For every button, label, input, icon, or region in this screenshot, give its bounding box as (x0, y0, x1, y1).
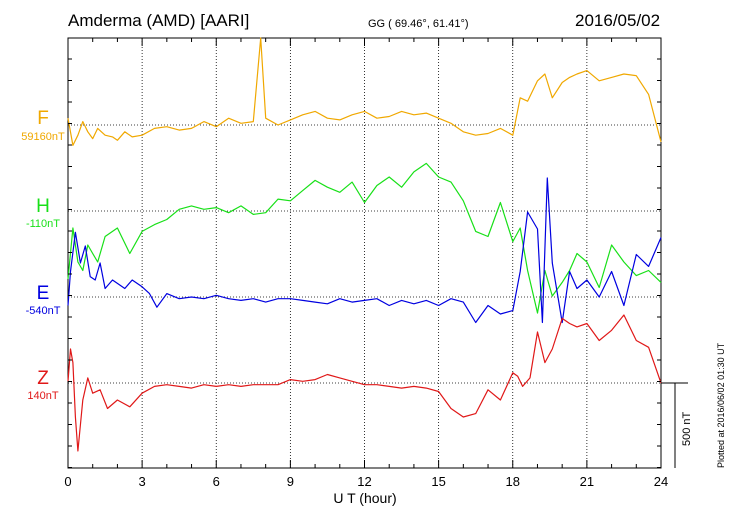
chart-title: Amderma (AMD) [AARI] (68, 11, 250, 30)
series-lines (67, 37, 662, 452)
series-label-h: H (36, 196, 50, 217)
x-tick-label: 21 (580, 474, 594, 489)
grid-lines (68, 38, 661, 468)
series-line-e (67, 177, 662, 324)
x-axis-label: U T (hour) (333, 490, 396, 506)
series-line-f (67, 37, 662, 146)
x-axis-ticks: 0 3 6 9 12 15 18 21 24 (64, 38, 668, 489)
x-tick-label: 9 (287, 474, 294, 489)
x-tick-label: 24 (654, 474, 668, 489)
series-baseline-e: -540nT (25, 305, 61, 317)
series-baseline-z: 140nT (27, 390, 59, 402)
geo-coordinates: GG ( 69.46°, 61.41°) (368, 18, 469, 30)
series-baseline-f: 59160nT (21, 131, 65, 143)
series-line-h (67, 162, 662, 314)
x-tick-label: 12 (357, 474, 371, 489)
plot-frame (67, 37, 662, 469)
series-label-e: E (36, 283, 50, 304)
series-label-f: F (37, 108, 49, 129)
series-label-z: Z (37, 368, 49, 389)
x-tick-label: 3 (139, 474, 146, 489)
chart-date: 2016/05/02 (575, 11, 661, 30)
plotted-timestamp: Plotted at 2016/06/02 01:30 UT (716, 342, 726, 468)
x-tick-label: 6 (213, 474, 220, 489)
series-line-z (67, 314, 662, 452)
series-baseline-h: -110nT (25, 218, 61, 230)
x-tick-label: 0 (64, 474, 71, 489)
x-tick-label: 18 (506, 474, 520, 489)
x-tick-label: 15 (431, 474, 445, 489)
scale-bar-label: 500 nT (681, 411, 693, 446)
